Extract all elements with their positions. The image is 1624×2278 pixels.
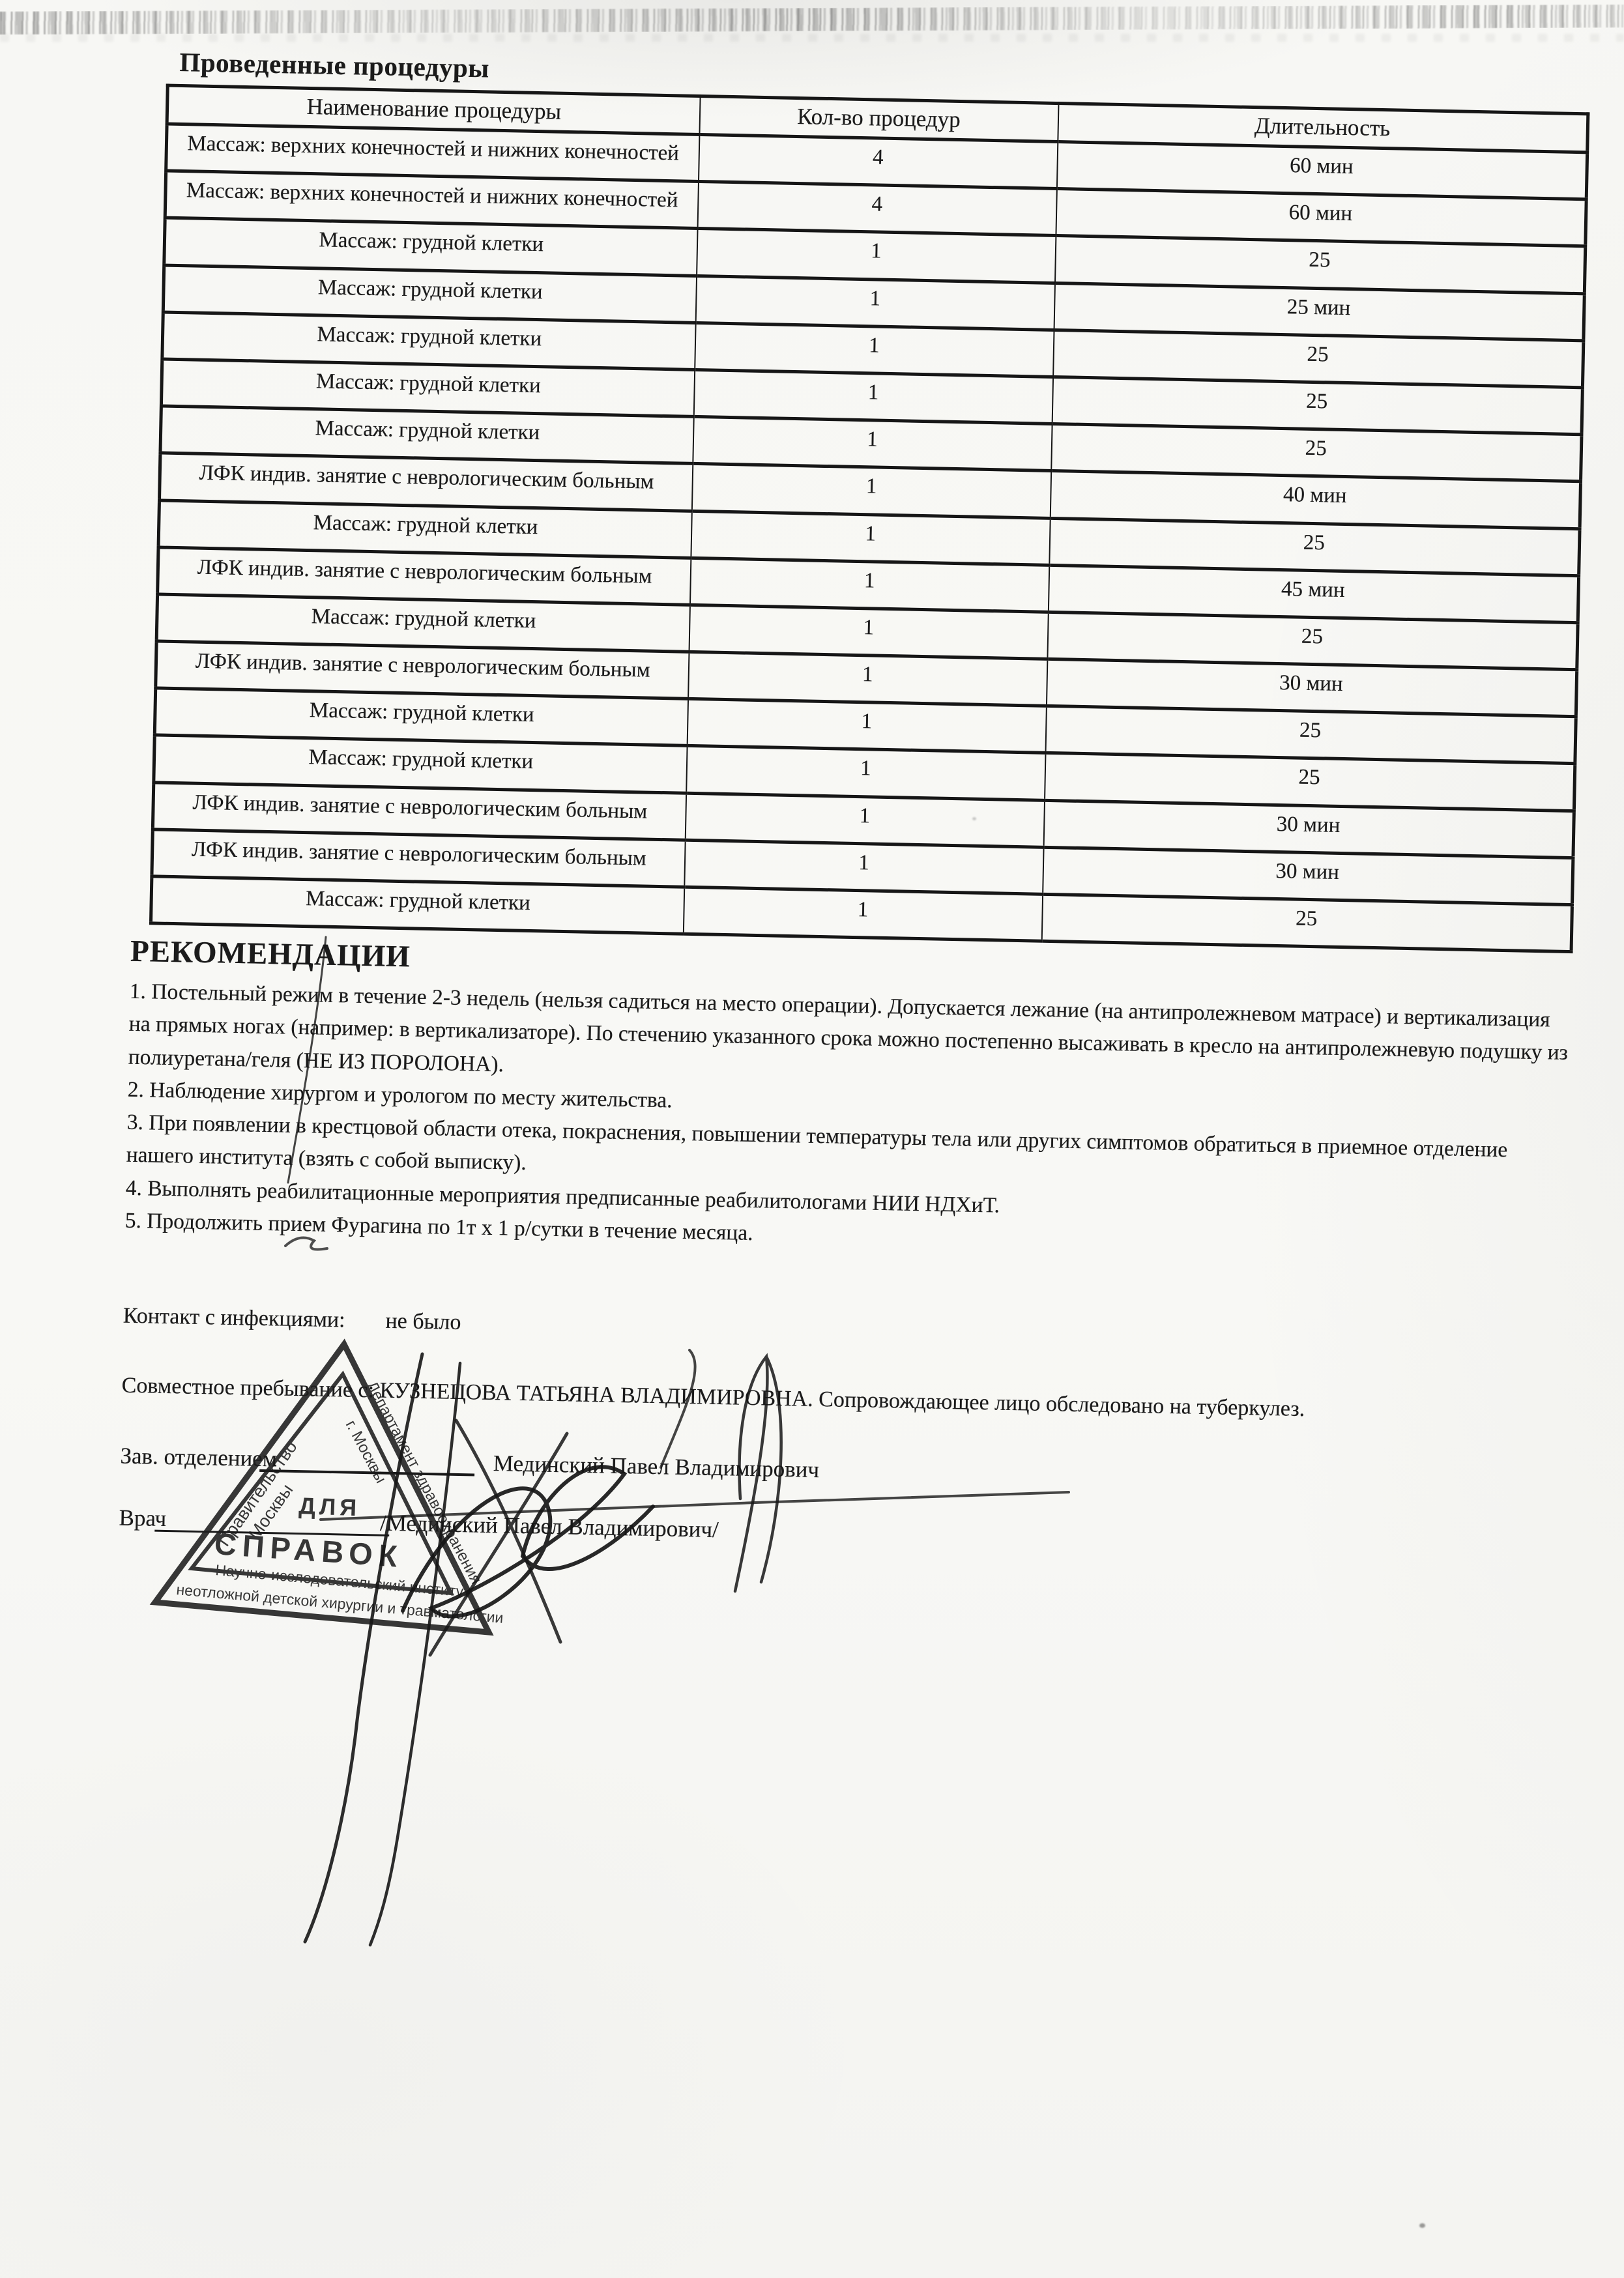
stamp-center-dlya: ДЛЯ: [298, 1492, 361, 1521]
cell-procedure-count: 1: [695, 276, 1055, 330]
cell-procedure-count: 1: [688, 652, 1047, 706]
paper-speck: [1419, 2223, 1425, 2228]
procedures-table: Наименование процедуры Кол-во процедур Д…: [149, 83, 1590, 954]
cell-procedure-count: 1: [687, 699, 1047, 753]
cell-procedure-count: 4: [698, 134, 1058, 189]
recommendations-list: 1. Постельный режим в течение 2-3 недель…: [124, 975, 1576, 1266]
cell-procedure-name: Массаж: грудной клетки: [151, 876, 684, 934]
cell-duration: 25: [1041, 894, 1573, 952]
cell-procedure-count: 1: [690, 510, 1051, 566]
cell-procedure-count: 1: [696, 228, 1056, 283]
scanner-noise-streak: [0, 34, 1624, 42]
infection-contact-value: не было: [385, 1308, 461, 1335]
cell-procedure-count: 4: [697, 181, 1057, 236]
cell-procedure-count: 1: [684, 840, 1044, 895]
signature-name-head: Мединский Павел Владимирович: [493, 1450, 820, 1482]
paper-speck: [972, 817, 976, 820]
scanner-noise-band: [0, 4, 1624, 35]
procedures-tbody: Массаж: верхних конечностей и нижних кон…: [151, 124, 1588, 952]
cell-procedure-count: 1: [688, 605, 1049, 659]
triangular-stamp: Правительство Москвы Департамент здравоо…: [149, 1338, 504, 1636]
cell-procedure-count: 1: [693, 369, 1053, 424]
cell-procedure-count: 1: [686, 745, 1045, 800]
cell-procedure-count: 1: [683, 887, 1043, 942]
cell-procedure-count: 1: [689, 558, 1049, 613]
cell-procedure-count: 1: [692, 416, 1052, 471]
cell-procedure-count: 1: [691, 463, 1051, 518]
cell-procedure-count: 1: [685, 792, 1045, 848]
col-header-procedure-count: Кол-во процедур: [699, 96, 1059, 142]
infection-contact-label: Контакт с инфекциями:: [123, 1303, 345, 1333]
cell-procedure-count: 1: [694, 323, 1054, 377]
